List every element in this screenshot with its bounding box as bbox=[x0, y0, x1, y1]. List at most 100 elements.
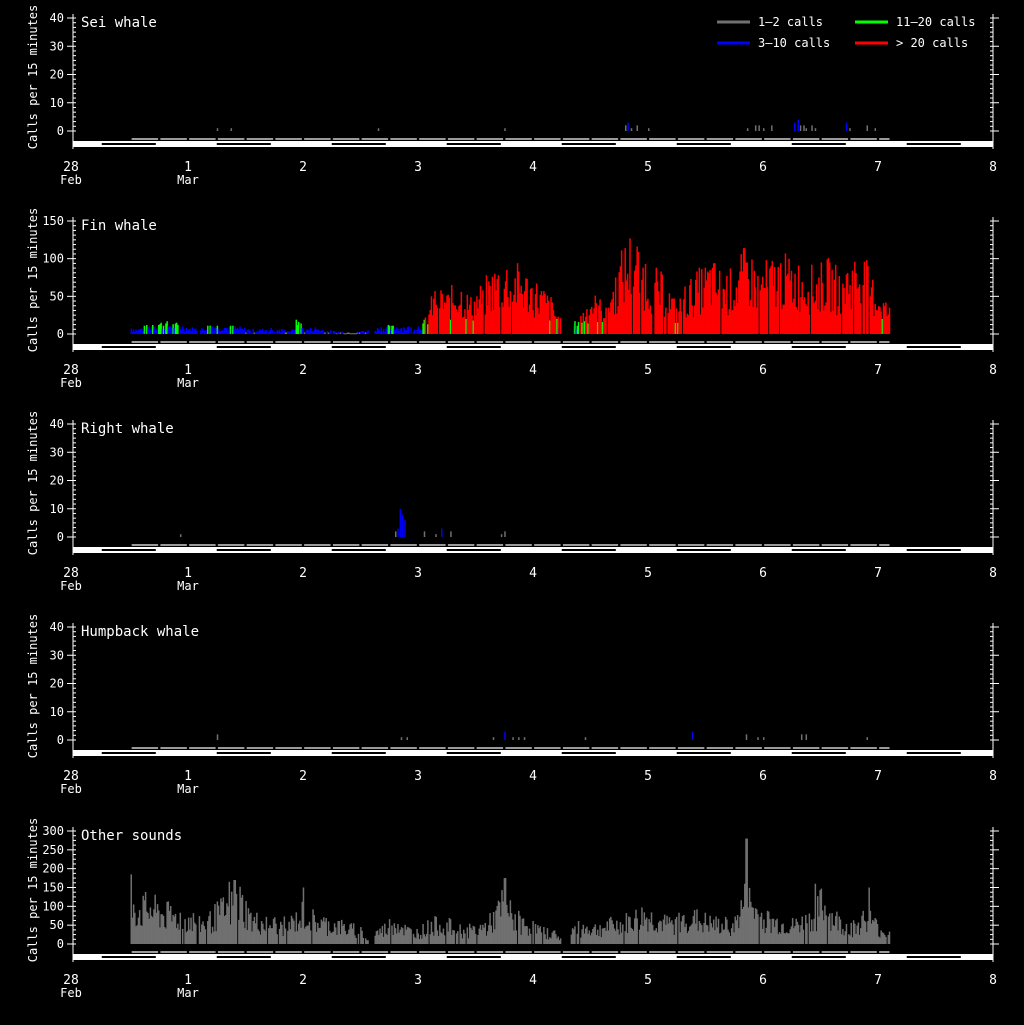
bar bbox=[870, 287, 873, 334]
bar bbox=[788, 258, 790, 334]
bar bbox=[248, 914, 251, 944]
bar bbox=[629, 238, 631, 334]
bar bbox=[802, 300, 805, 334]
bar bbox=[343, 924, 345, 944]
bar bbox=[467, 938, 470, 944]
bar bbox=[348, 332, 350, 334]
bar bbox=[668, 293, 671, 334]
bar bbox=[136, 925, 138, 944]
bar bbox=[504, 281, 507, 334]
bar bbox=[876, 310, 879, 334]
bar bbox=[867, 921, 869, 944]
bar bbox=[191, 931, 193, 944]
bar bbox=[327, 921, 330, 944]
bar bbox=[354, 935, 356, 944]
bar bbox=[397, 328, 399, 334]
bar bbox=[592, 313, 594, 334]
bar bbox=[378, 934, 380, 944]
bar bbox=[845, 924, 848, 944]
x-tick-label: 7 bbox=[874, 566, 882, 581]
bar bbox=[712, 263, 715, 334]
bar bbox=[498, 306, 501, 334]
x-tick-label: 2 bbox=[299, 363, 307, 378]
bar bbox=[431, 315, 434, 334]
bar bbox=[468, 923, 471, 944]
bar bbox=[620, 250, 623, 334]
bar bbox=[709, 915, 711, 944]
bar bbox=[288, 921, 290, 944]
bar bbox=[630, 927, 632, 944]
bar bbox=[661, 931, 664, 944]
bar bbox=[538, 928, 540, 944]
bar bbox=[245, 332, 247, 334]
bar bbox=[879, 306, 881, 334]
bar bbox=[882, 303, 885, 334]
bar bbox=[754, 908, 757, 944]
y-axis-label: Calls per 15 minutes bbox=[26, 614, 40, 759]
bar bbox=[639, 924, 642, 944]
bar bbox=[159, 324, 161, 334]
bar bbox=[523, 926, 526, 944]
bar bbox=[330, 933, 332, 944]
bar bbox=[821, 910, 824, 944]
bar bbox=[641, 907, 643, 944]
bar bbox=[793, 928, 795, 944]
bar bbox=[203, 925, 205, 944]
bar bbox=[374, 330, 376, 334]
bar bbox=[873, 315, 875, 334]
bar bbox=[443, 935, 446, 944]
bar bbox=[760, 284, 763, 334]
bar bbox=[888, 307, 891, 334]
bar bbox=[216, 734, 219, 740]
bar bbox=[489, 913, 491, 944]
bar bbox=[394, 330, 397, 334]
bar bbox=[533, 317, 536, 334]
bar bbox=[704, 267, 707, 334]
bar bbox=[472, 925, 475, 944]
bar bbox=[630, 128, 633, 131]
bar bbox=[497, 275, 500, 334]
bar bbox=[193, 328, 196, 334]
bar bbox=[508, 916, 510, 944]
bar bbox=[216, 128, 219, 131]
bar bbox=[586, 309, 588, 334]
bar bbox=[748, 306, 751, 334]
bar bbox=[144, 330, 147, 334]
bar bbox=[811, 125, 813, 131]
bar bbox=[589, 309, 592, 334]
bar bbox=[753, 918, 756, 944]
bar bbox=[624, 931, 626, 944]
bar bbox=[439, 924, 441, 944]
bar bbox=[450, 531, 452, 537]
bar bbox=[685, 317, 687, 334]
bar bbox=[510, 913, 513, 944]
bar bbox=[441, 528, 443, 537]
bar bbox=[346, 933, 349, 944]
bar bbox=[584, 928, 587, 944]
bar bbox=[443, 302, 446, 334]
x-tick-label: 7 bbox=[874, 363, 882, 378]
bar bbox=[673, 298, 675, 334]
bar bbox=[468, 304, 471, 334]
bar bbox=[428, 314, 430, 334]
bar bbox=[421, 330, 423, 334]
bar bbox=[625, 913, 628, 944]
bar bbox=[192, 331, 195, 334]
bar bbox=[605, 307, 607, 334]
bar bbox=[202, 329, 204, 334]
bar bbox=[714, 263, 716, 334]
bar bbox=[746, 262, 748, 334]
bar bbox=[863, 261, 866, 334]
bar bbox=[433, 298, 435, 334]
bar bbox=[198, 916, 201, 944]
bar bbox=[416, 329, 418, 334]
bar bbox=[276, 934, 278, 944]
bar bbox=[583, 933, 586, 944]
bar bbox=[399, 508, 402, 537]
bar bbox=[302, 330, 305, 334]
bar bbox=[253, 916, 256, 944]
bar bbox=[539, 926, 542, 944]
bar bbox=[427, 920, 429, 944]
bar bbox=[750, 901, 752, 944]
